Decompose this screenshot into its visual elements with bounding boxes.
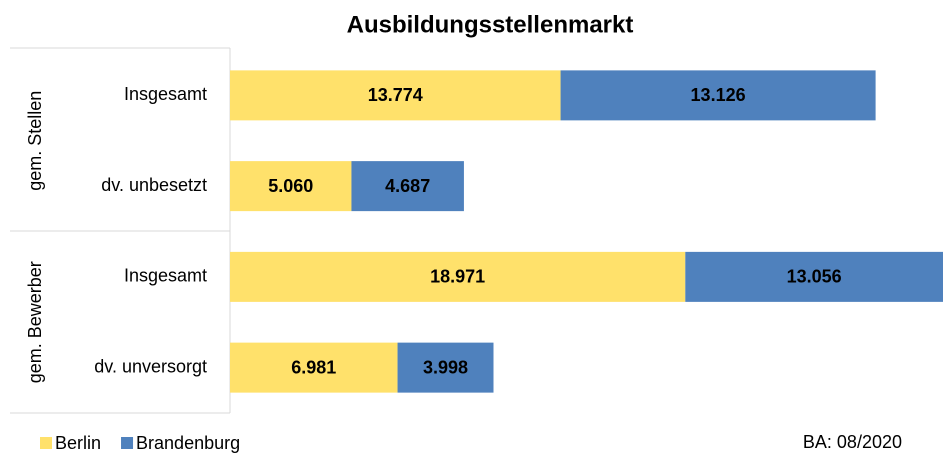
bar	[397, 342, 494, 393]
y-tick-label: dv. unversorgt	[94, 356, 207, 376]
y-tick-label: Insgesamt	[124, 266, 207, 286]
value-label: 5.060	[268, 176, 313, 196]
bar	[230, 251, 686, 302]
legend-label: Brandenburg	[136, 433, 240, 453]
bar	[230, 342, 398, 393]
legend-swatch	[40, 437, 52, 449]
group-label: gem. Bewerber	[25, 261, 45, 383]
value-label: 13.056	[787, 267, 842, 287]
bar	[351, 161, 464, 212]
bar	[230, 70, 561, 121]
note: BA: 08/2020	[803, 432, 902, 452]
bar	[560, 70, 876, 121]
plot-area	[230, 70, 943, 393]
value-label: 13.126	[691, 85, 746, 105]
chart-title: Ausbildungsstellenmarkt	[347, 11, 634, 38]
bar	[685, 251, 943, 302]
value-label: 18.971	[430, 267, 485, 287]
group-label: gem. Stellen	[25, 91, 45, 191]
legend-label: Berlin	[55, 433, 101, 453]
value-label: 13.774	[368, 85, 423, 105]
value-label: 4.687	[385, 176, 430, 196]
value-label: 3.998	[423, 357, 468, 377]
value-label: 6.981	[291, 357, 336, 377]
legend-swatch	[121, 437, 134, 449]
bar	[230, 161, 352, 212]
y-tick-label: dv. unbesetzt	[101, 175, 207, 195]
y-tick-label: Insgesamt	[124, 84, 207, 104]
